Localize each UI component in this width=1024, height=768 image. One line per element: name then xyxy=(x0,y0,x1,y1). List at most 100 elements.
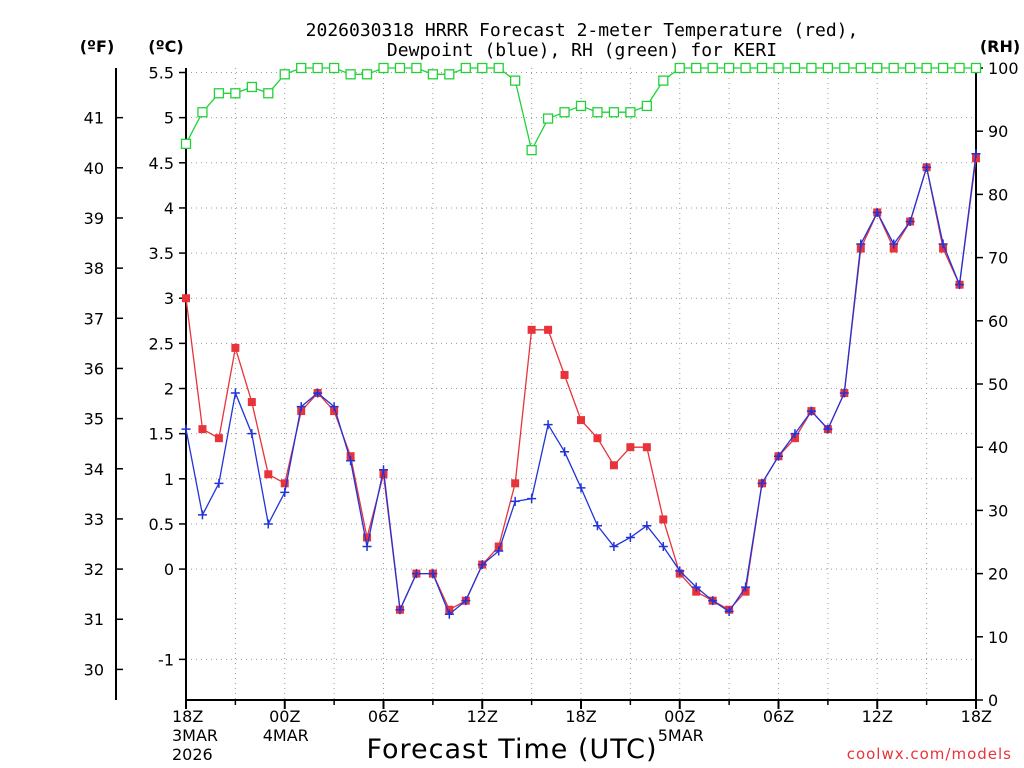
temperature-point xyxy=(346,452,355,461)
fahrenheit-tick-label: 39 xyxy=(84,209,104,228)
celsius-tick-label: 3.5 xyxy=(149,244,174,263)
temperature-point xyxy=(494,542,503,551)
rh-tick-label: 40 xyxy=(988,438,1008,457)
dewpoint-point xyxy=(774,451,783,461)
temperature-point xyxy=(560,370,569,379)
rh-point xyxy=(625,107,636,118)
x-tick-label: 06Z xyxy=(763,707,794,726)
temperature-point xyxy=(626,443,635,452)
dewpoint-point xyxy=(395,605,405,615)
dewpoint-point xyxy=(971,149,981,159)
chart-title-line2: Dewpoint (blue), RH (green) for KERI xyxy=(387,40,777,61)
dewpoint-point xyxy=(889,239,899,249)
rh-tick-label: 10 xyxy=(988,628,1008,647)
rh-point xyxy=(213,88,225,99)
x-tick-date-label: 3MAR xyxy=(172,726,218,745)
x-tick-label: 12Z xyxy=(862,707,893,726)
rh-point xyxy=(954,62,965,74)
axes: -1 0 0.5 1 1.5 2 2.5 3 3.5 4 4.5 5 5.5 30 31 32 33 34 35 36… xyxy=(84,59,1019,764)
rh-point xyxy=(180,138,192,149)
dewpoint-point xyxy=(197,510,207,520)
fahrenheit-unit-label: (ºF) xyxy=(80,37,115,56)
dewpoint-point xyxy=(757,478,767,488)
dewpoint-point xyxy=(362,542,372,552)
rh-point xyxy=(674,62,685,74)
rh-point xyxy=(394,62,406,74)
rh-point xyxy=(312,62,323,74)
dewpoint-point xyxy=(955,280,965,290)
x-tick-label: 12Z xyxy=(467,707,498,726)
celsius-tick-label: 2.5 xyxy=(149,334,174,353)
temperature-point xyxy=(577,416,585,425)
temperature-point xyxy=(692,587,701,596)
rh-point xyxy=(773,62,784,74)
dewpoint-point xyxy=(494,546,504,556)
rh-tick-label: 70 xyxy=(988,249,1008,268)
rh-point xyxy=(460,62,471,74)
dewpoint-point xyxy=(708,596,718,606)
rh-point xyxy=(888,62,899,74)
dewpoint-point xyxy=(510,496,520,506)
dewpoint-point xyxy=(247,429,257,439)
dewpoint-point xyxy=(263,519,273,529)
x-axis-title: Forecast Time (UTC) xyxy=(366,734,657,765)
dewpoint-point xyxy=(411,569,421,579)
dewpoint-point xyxy=(675,566,685,576)
rh-point xyxy=(575,100,587,112)
rh-tick-label: 50 xyxy=(988,375,1008,394)
temperature-point xyxy=(741,587,750,596)
dewpoint-point xyxy=(280,487,290,497)
celsius-tick-label: 1.5 xyxy=(149,425,174,444)
dewpoint-point xyxy=(181,424,191,434)
rh-tick-label: 20 xyxy=(988,565,1008,584)
dewpoint-point xyxy=(214,478,224,488)
temperature-point xyxy=(659,515,668,524)
x-tick-label: 18Z xyxy=(172,707,203,726)
temperature-point xyxy=(247,398,256,407)
dewpoint-point xyxy=(938,239,948,249)
celsius-tick-label: 0.5 xyxy=(149,515,174,534)
dewpoint-point xyxy=(477,560,487,570)
celsius-tick-label: 1 xyxy=(164,470,174,489)
temperature-point xyxy=(544,325,553,334)
series-layer xyxy=(180,62,982,619)
x-tick-label: 18Z xyxy=(565,707,596,726)
dewpoint-point xyxy=(560,447,570,457)
dewpoint-point xyxy=(346,456,356,466)
rh-point xyxy=(756,62,768,74)
dewpoint-point xyxy=(313,388,323,398)
rh-point xyxy=(839,62,850,74)
rh-point xyxy=(444,69,455,80)
rh-point xyxy=(691,62,702,74)
fahrenheit-tick-label: 41 xyxy=(84,109,104,128)
x-tick-year-label: 2026 xyxy=(172,745,213,764)
dewpoint-point xyxy=(230,388,240,398)
fahrenheit-tick-label: 32 xyxy=(84,560,104,579)
fahrenheit-tick-label: 34 xyxy=(84,460,104,479)
dewpoint-point xyxy=(296,402,306,412)
dewpoint-point xyxy=(379,465,388,475)
dewpoint-point xyxy=(691,582,701,592)
temperature-point xyxy=(330,407,339,416)
rh-point xyxy=(279,69,290,80)
x-tick-date-label: 4MAR xyxy=(263,726,309,745)
temperature-point xyxy=(593,434,602,443)
dewpoint-point xyxy=(823,424,833,434)
dewpoint-point xyxy=(872,207,882,217)
rh-point xyxy=(230,88,241,99)
temperature-point xyxy=(198,425,207,434)
rh-point xyxy=(328,62,340,74)
temperature-point xyxy=(642,443,651,452)
dewpoint-point xyxy=(543,420,553,430)
celsius-tick-label: 0 xyxy=(164,560,174,579)
dewpoint-point xyxy=(461,596,471,606)
rh-tick-label: 30 xyxy=(988,501,1008,520)
temperature-point xyxy=(231,343,240,352)
temperature-point xyxy=(182,294,190,303)
temperature-point xyxy=(363,533,372,542)
rh-point xyxy=(378,62,389,74)
rh-point xyxy=(608,107,620,118)
temperature-point xyxy=(889,244,898,253)
rh-point xyxy=(806,62,817,74)
